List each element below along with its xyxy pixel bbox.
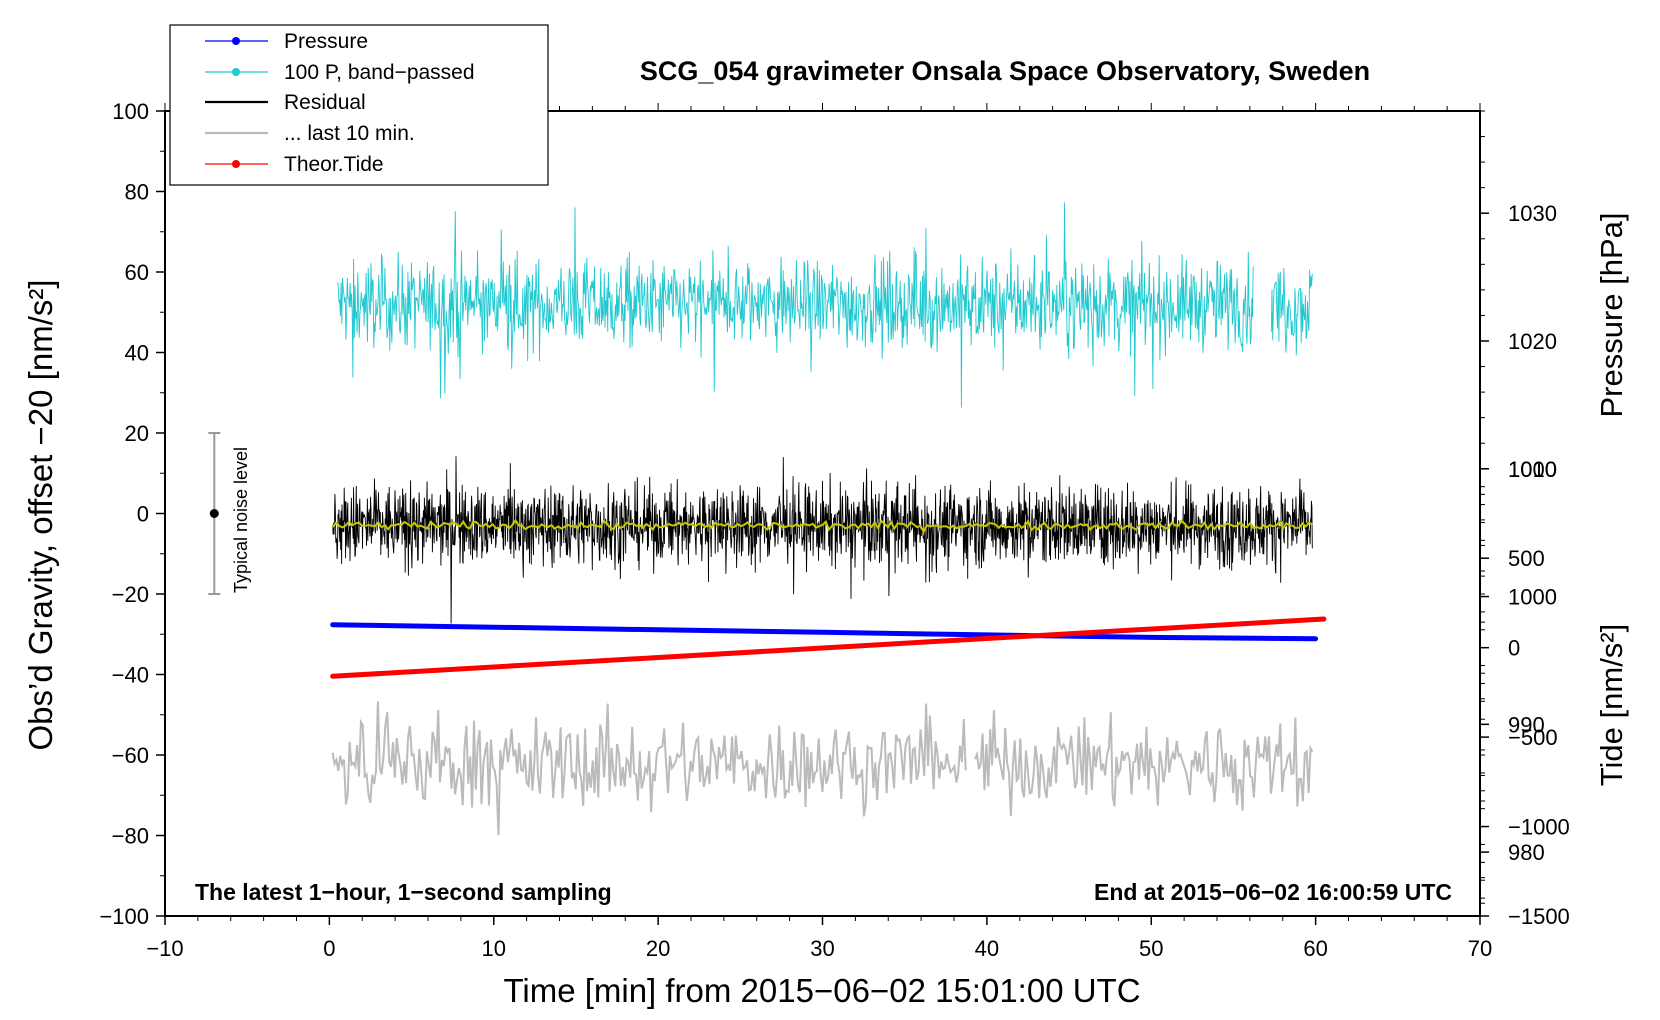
pressure-tick-label: 1020 [1508,329,1557,354]
tide-axis-label: Tide [nm/s²] [1594,624,1629,787]
tide-tick-label: −1500 [1508,904,1570,929]
y-tick-label: −40 [112,663,149,688]
series-last-10-min [331,701,1314,836]
series-band-passed-pressure [337,202,1313,408]
y-tick-label: −60 [112,743,149,768]
legend-label-residual: Residual [284,91,366,114]
tide-tick-label: 1000 [1508,457,1557,482]
y-tick-label: 0 [137,502,149,527]
legend-marker-4 [232,160,240,168]
x-axis-label: Time [min] from 2015−06−02 15:01:00 UTC [503,972,1140,1009]
series-residual-smoothed [331,518,1313,535]
y-tick-label: 20 [125,421,149,446]
legend-label-band-passed: 100 P, band−passed [284,61,475,84]
y-tick-label: −80 [112,824,149,849]
pressure-tick-label: 1010 [1508,457,1557,482]
pressure-tick-label: 980 [1508,840,1545,865]
tide-tick-label: −1000 [1508,815,1570,840]
y-tick-label: −20 [112,582,149,607]
legend-label-last-10-min: ... last 10 min. [284,122,415,145]
y-tick-label: 100 [112,99,149,124]
x-tick-label: 60 [1303,936,1327,961]
y-tick-label: −100 [99,904,149,929]
y-axis-label: Obs’d Gravity, offset −20 [nm/s²] [22,279,59,750]
pressure-tick-label: 990 [1508,712,1545,737]
series-layer [330,202,1327,836]
legend-label-pressure: Pressure [284,30,368,53]
legend-label-theor-tide: Theor.Tide [284,153,384,176]
x-tick-label: 10 [482,936,506,961]
pressure-tick-label: 1000 [1508,585,1557,610]
x-tick-label: −10 [146,936,183,961]
tide-tick-label: 500 [1508,546,1545,571]
x-tick-label: 40 [975,936,999,961]
pressure-tick-label: 1030 [1508,201,1557,226]
y-tick-label: 40 [125,341,149,366]
x-tick-label: 50 [1139,936,1163,961]
tide-tick-label: −500 [1508,725,1558,750]
series-residual [332,456,1313,624]
x-tick-label: 30 [810,936,834,961]
legend-box [169,24,549,186]
noise-level-label: Typical noise level [231,447,251,593]
series-pressure [330,622,1319,642]
legend-marks [205,37,268,168]
legend-marker-1 [232,68,240,76]
x-tick-label: 20 [646,936,670,961]
axis-ticks: −10 0 10 20 30 40 50 60 70−100−80−60−40−20020406… [99,99,1569,961]
y-tick-label: 80 [125,180,149,205]
series-theoretical-tide [330,616,1327,679]
noise-level-bar [208,432,221,595]
legend: Pressure 100 P, band−passed Residual ...… [169,24,549,186]
annotation-end-time: End at 2015−06−02 16:00:59 UTC [1094,879,1452,905]
y-tick-label: 60 [125,260,149,285]
x-tick-label: 0 [323,936,335,961]
annotation-sampling: The latest 1−hour, 1−second sampling [195,879,612,905]
noise-bar-center-dot [209,509,219,518]
legend-marker-0 [232,37,240,45]
chart-title: SCG_054 gravimeter Onsala Space Observat… [640,56,1370,86]
pressure-axis-label: Pressure [hPa] [1594,212,1629,417]
tide-tick-label: 0 [1508,636,1520,661]
x-tick-label: 70 [1468,936,1492,961]
